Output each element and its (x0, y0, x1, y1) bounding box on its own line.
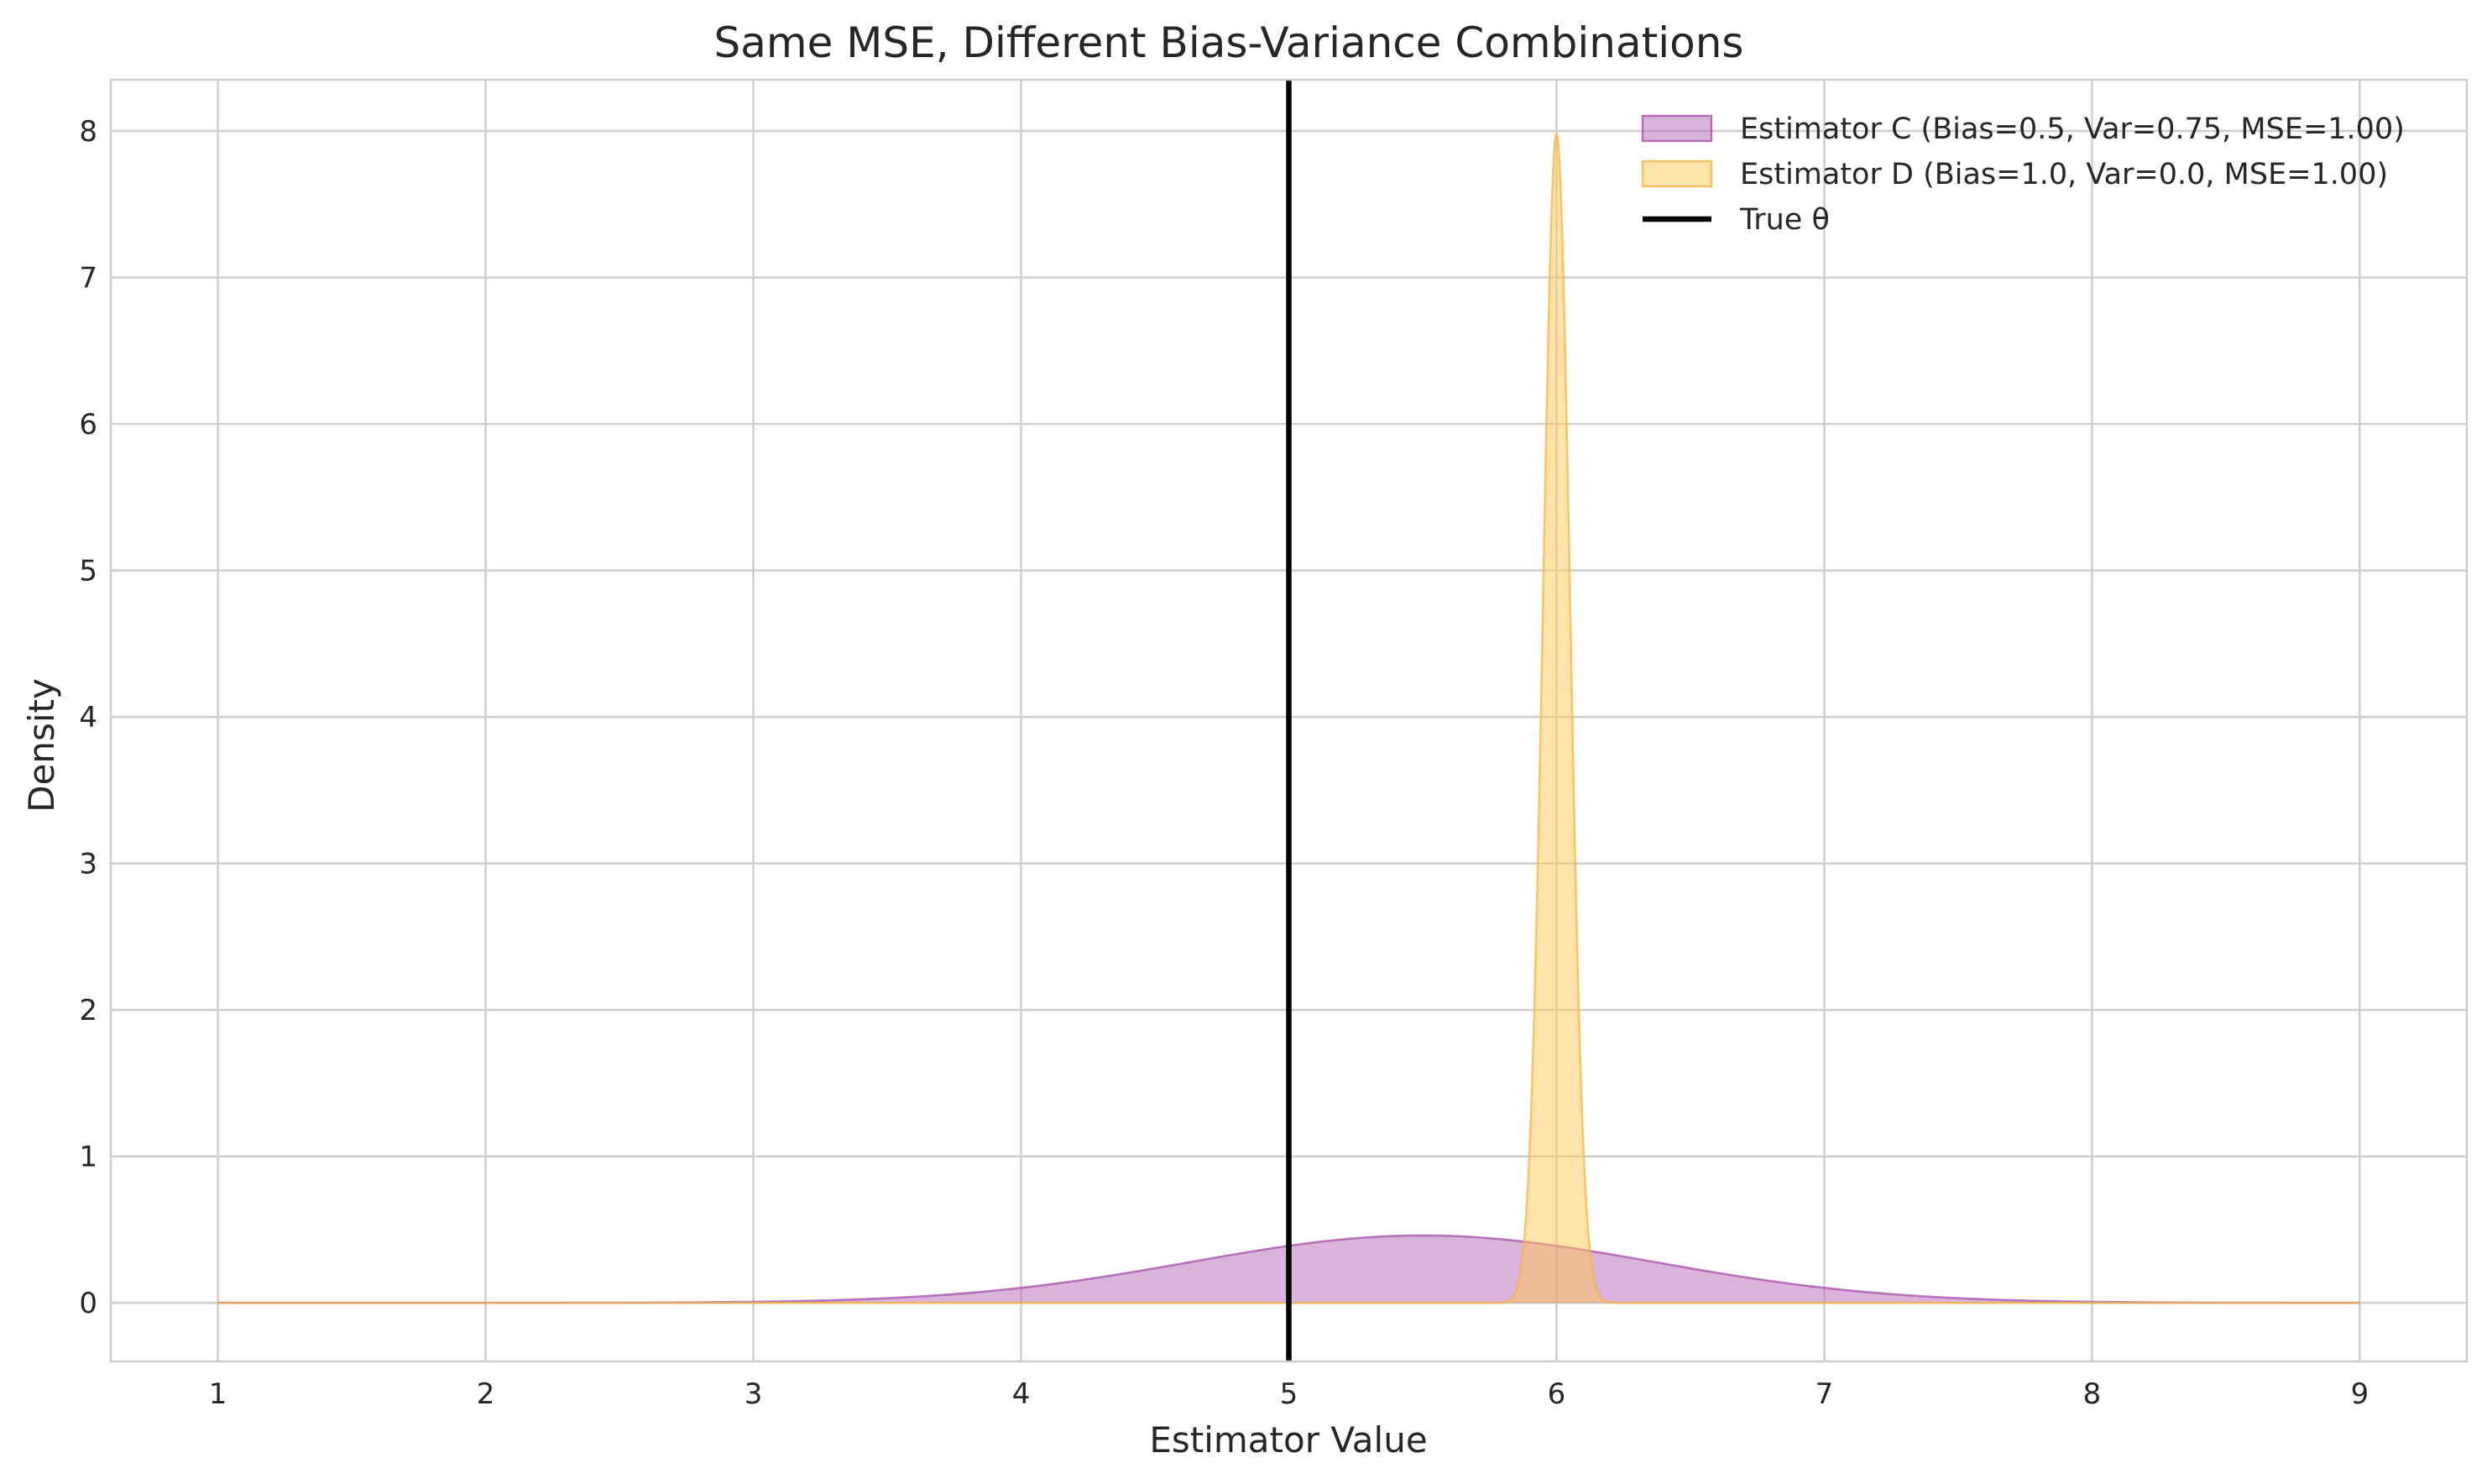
y-tick-label: 7 (79, 262, 97, 295)
x-tick-label: 7 (1815, 1377, 1834, 1411)
y-axis-label: Density (21, 678, 62, 813)
x-tick-label: 5 (1280, 1377, 1298, 1411)
x-axis-ticks: 1 2 3 4 5 6 7 8 9 (209, 1377, 2369, 1411)
x-tick-label: 9 (2351, 1377, 2369, 1411)
y-tick-label: 4 (79, 701, 97, 734)
y-tick-label: 0 (79, 1287, 97, 1320)
plot-frame (109, 78, 2468, 1363)
legend-label: Estimator C (Bias=0.5, Var=0.75, MSE=1.0… (1740, 112, 2405, 146)
y-tick-label: 8 (79, 115, 97, 149)
y-axis-ticks: 0 1 2 3 4 5 6 7 8 (79, 115, 97, 1320)
legend: Estimator C (Bias=0.5, Var=0.75, MSE=1.0… (1641, 112, 2405, 237)
legend-swatch (1641, 114, 1713, 143)
y-tick-label: 1 (79, 1141, 97, 1174)
y-tick-label: 5 (79, 555, 97, 588)
y-tick-label: 2 (79, 994, 97, 1027)
x-tick-label: 3 (744, 1377, 763, 1411)
x-tick-label: 6 (1548, 1377, 1566, 1411)
x-tick-label: 1 (209, 1377, 227, 1411)
x-tick-label: 8 (2083, 1377, 2102, 1411)
legend-label: Estimator D (Bias=1.0, Var=0.0, MSE=1.00… (1740, 158, 2388, 191)
x-tick-label: 4 (1012, 1377, 1031, 1411)
plot-area (109, 78, 2468, 1363)
y-tick-label: 6 (79, 408, 97, 442)
x-tick-label: 2 (477, 1377, 495, 1411)
x-axis-label: Estimator Value (1149, 1419, 1427, 1460)
y-tick-label: 3 (79, 848, 97, 881)
legend-label: True θ (1739, 203, 1830, 237)
legend-swatch (1641, 159, 1713, 188)
chart-title: Same MSE, Different Bias-Variance Combin… (714, 18, 1744, 67)
